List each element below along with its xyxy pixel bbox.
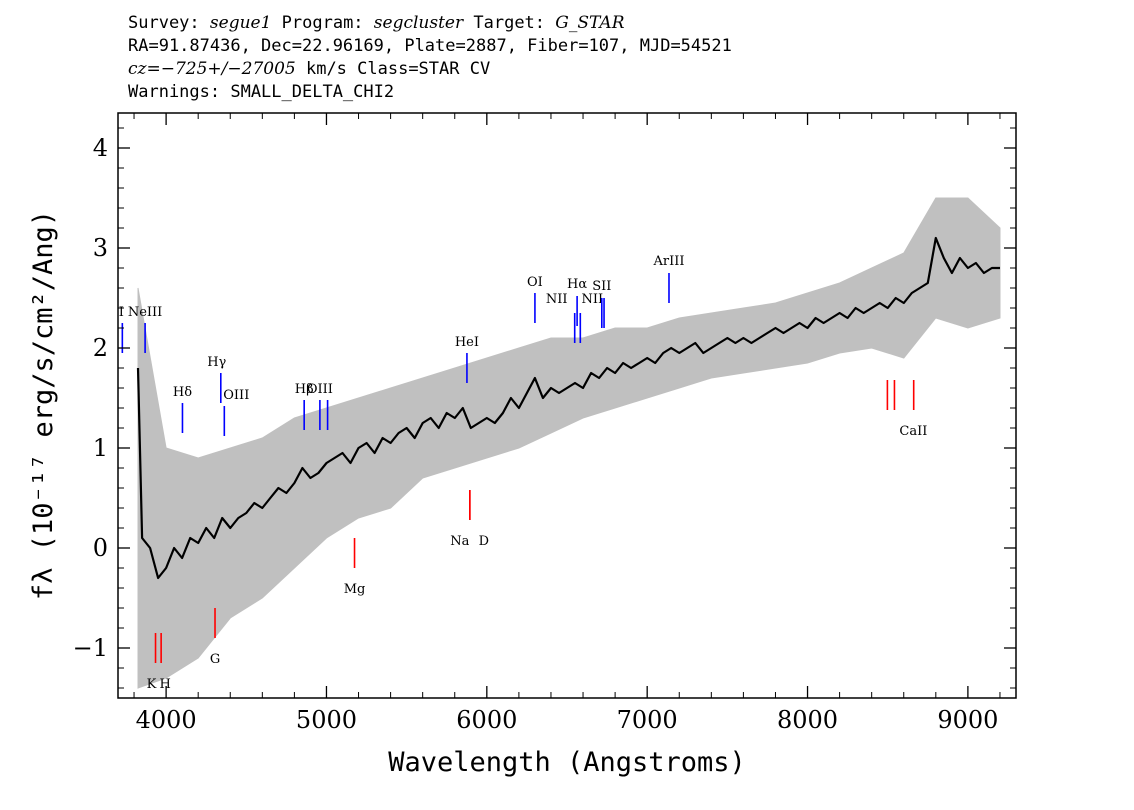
marker-label-10: NII	[546, 292, 568, 307]
marker-label-22: CaII	[899, 424, 927, 439]
plot-frame	[117, 112, 1017, 699]
x-tick-label: 4000	[136, 706, 197, 734]
x-tick-label: 6000	[456, 706, 517, 734]
marker-label-8: HeI	[455, 335, 479, 350]
y-tick-label: 2	[93, 334, 108, 362]
program-value: segcluster	[374, 13, 464, 33]
survey-label: Survey:	[128, 13, 200, 33]
class-text: km/s Class=STAR CV	[306, 59, 490, 79]
flux-line	[136, 236, 1000, 580]
y-tick-label: 1	[93, 434, 108, 462]
target-value: G_STAR	[555, 13, 624, 33]
marker-label-18: G	[210, 652, 220, 667]
marker-label-13: SII	[592, 279, 611, 294]
cz-value: cz=−725+/−27005	[128, 59, 296, 79]
x-tick-label: 5000	[296, 706, 357, 734]
marker-label-9: OI	[527, 275, 543, 290]
flux-layer	[136, 236, 1000, 580]
y-tick-label: −1	[73, 634, 108, 662]
marker-label-15: ArIII	[652, 254, 684, 269]
header-line-3: cz=−725+/−27005 km/s Class=STAR CV	[128, 59, 490, 79]
x-tick-label: 7000	[617, 706, 678, 734]
y-axis-label: fλ (10⁻¹⁷ erg/s/cm²/Ang)	[28, 210, 59, 600]
marker-label-2: Hδ	[173, 385, 192, 400]
x-tick-label: 8000	[777, 706, 838, 734]
y-tick-label: 4	[93, 134, 108, 162]
marker-label-16: K	[147, 677, 157, 692]
marker-label-12: NII	[581, 292, 603, 307]
marker-label-5: Hβ	[295, 382, 314, 397]
noise-layer	[137, 197, 1001, 689]
program-label: Program:	[282, 13, 364, 33]
noise-envelope	[137, 197, 1001, 689]
survey-value: segue1	[210, 13, 272, 33]
marker-label-19: Mg	[344, 582, 366, 597]
marker-label-17: H	[159, 677, 170, 692]
marker-label-0: NeIII	[128, 305, 162, 320]
x-axis-label: Wavelength (Angstroms)	[388, 747, 746, 778]
target-label: Target:	[473, 13, 545, 33]
x-tick-label: 9000	[937, 706, 998, 734]
marker-label-4: OIII	[223, 388, 249, 403]
y-tick-label: 3	[93, 234, 108, 262]
marker-label-1: I	[119, 305, 124, 320]
header-line-1: Survey: segue1 Program: segcluster Targe…	[128, 13, 625, 33]
marker-label-21: D	[479, 534, 489, 549]
header-line-4: Warnings: SMALL_DELTA_CHI2	[128, 82, 394, 102]
header-line-2: RA=91.87436, Dec=22.96169, Plate=2887, F…	[128, 36, 732, 56]
axes: 4000 5000 6000 7000 8000 9000 −1 0 1 2 3 4	[73, 113, 1016, 734]
marker-label-11: Hα	[567, 277, 587, 292]
marker-label-20: Na	[450, 534, 469, 549]
marker-label-6: OIII	[307, 382, 333, 397]
y-tick-label: 0	[93, 534, 108, 562]
marker-label-3: Hγ	[207, 355, 226, 370]
